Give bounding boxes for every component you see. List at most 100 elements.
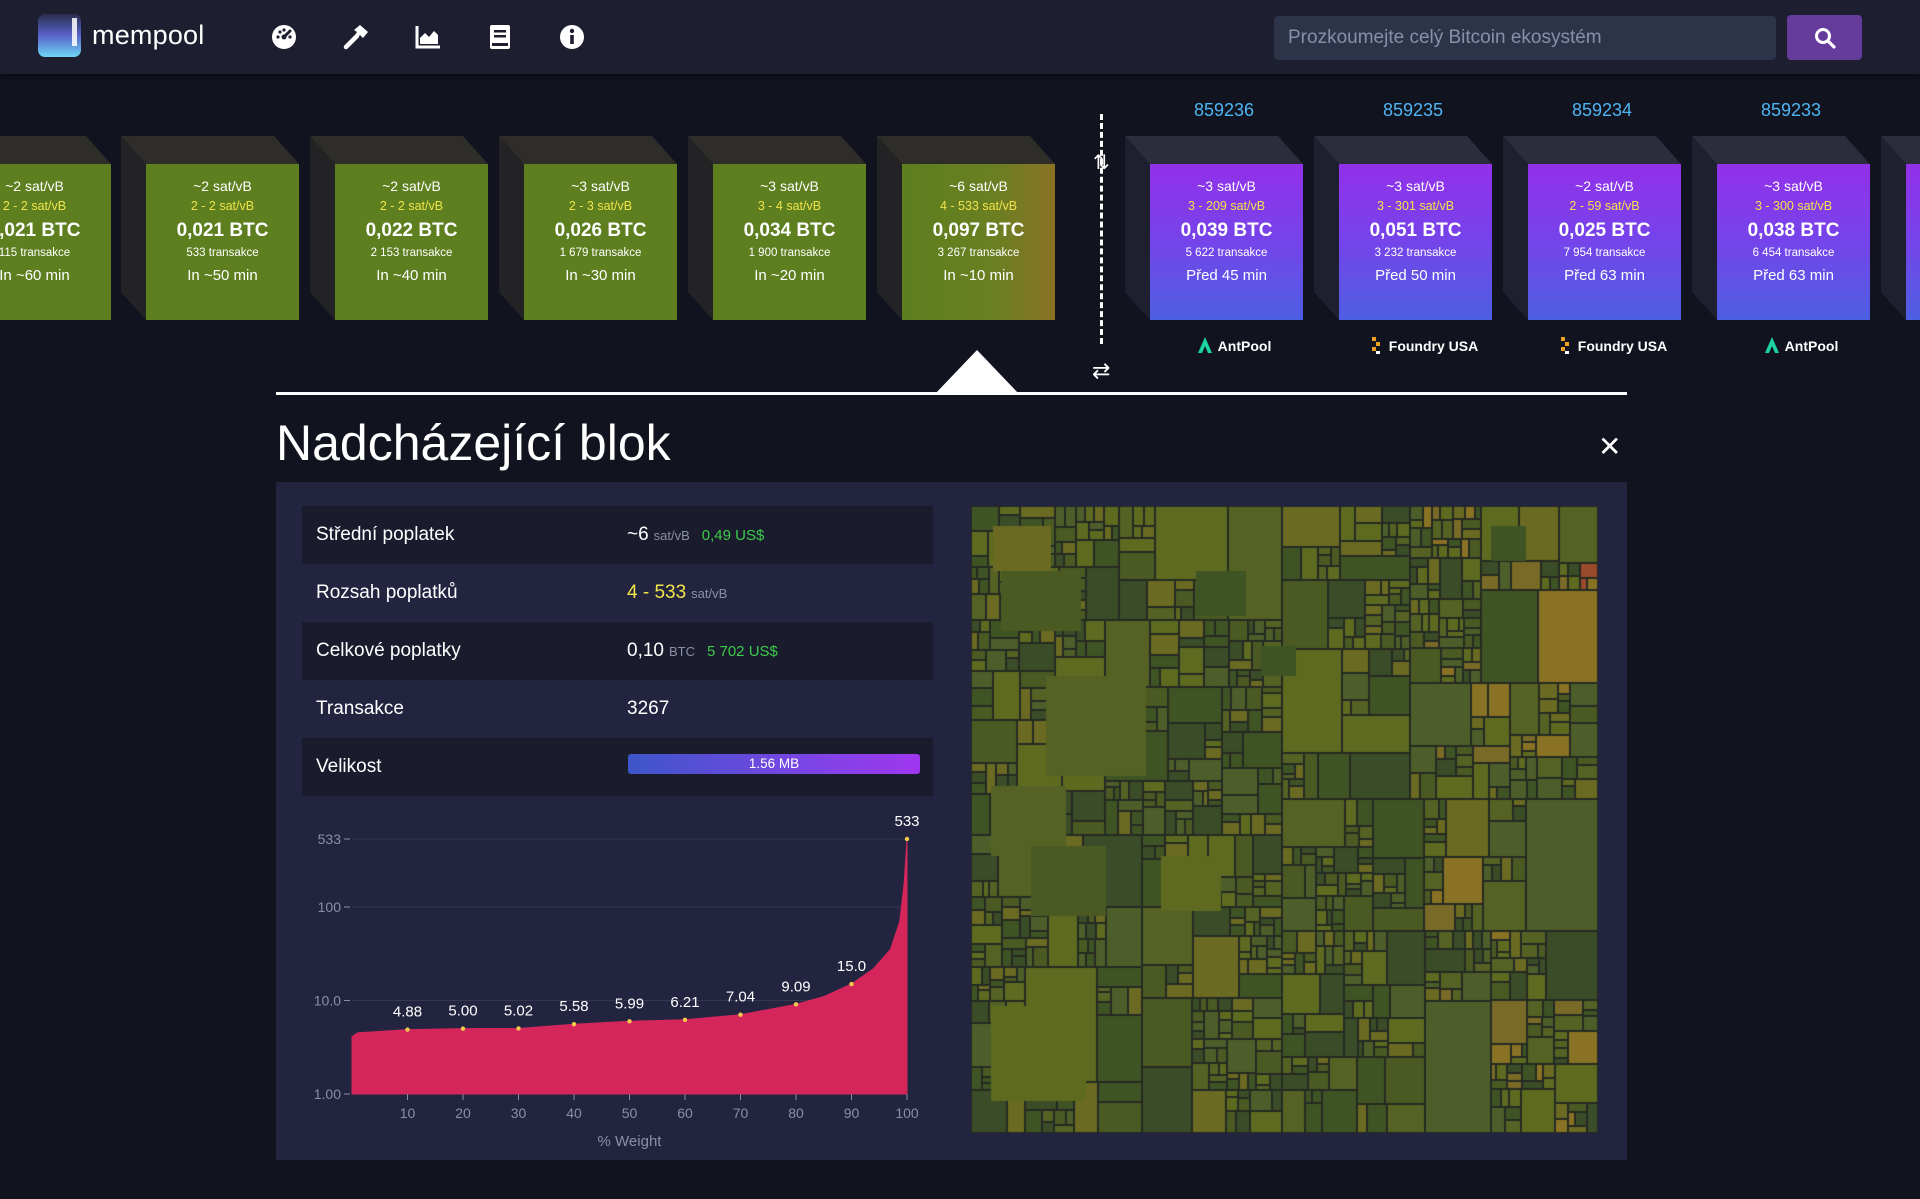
x-tick-label: 70 bbox=[733, 1105, 749, 1121]
docs-book-icon[interactable] bbox=[464, 18, 536, 56]
search-icon bbox=[1814, 27, 1836, 49]
block-height-link[interactable]: 859233 bbox=[1760, 100, 1822, 120]
block-front-face: ~3 sat/vB 3 - 301 sat/vB 0,051 BTC 3 232 tr… bbox=[1339, 164, 1492, 320]
block-top-face bbox=[0, 136, 111, 164]
block-tx-count: 3 267 transakce bbox=[937, 247, 1020, 259]
median-fee-usd: 0,49 US$ bbox=[701, 527, 765, 544]
mining-pool-name: AntPool bbox=[1217, 338, 1272, 354]
section-divider-line bbox=[276, 392, 1627, 395]
top-navigation-bar: mempool bbox=[0, 0, 1920, 74]
block-front-face: ~2 sat/vB 2 - 2 sat/vB 0,021 BTC 533 transa… bbox=[146, 164, 299, 320]
mining-pool-label[interactable]: AntPool bbox=[1712, 336, 1890, 354]
total-fees-usd: 5 702 US$ bbox=[706, 643, 778, 660]
block-side-face bbox=[1125, 136, 1150, 320]
data-point-label: 9.09 bbox=[781, 978, 810, 995]
data-point-label: 5.58 bbox=[559, 998, 588, 1015]
total-fees-row: Celkové poplatky 0,10 BTC 5 702 US$ bbox=[302, 622, 933, 680]
block-total-btc: 0,039 BTC bbox=[1180, 220, 1273, 241]
mempool-block[interactable]: ~2 sat/vB 2 - 2 sat/vB 0,021 BTC 115 transa… bbox=[0, 136, 111, 320]
dashboard-gauge-icon[interactable] bbox=[248, 18, 320, 56]
block-top-face bbox=[499, 136, 677, 164]
block-front-face: ~3 sat/vB 2 - 3 sat/vB 0,026 BTC 1 679 tran… bbox=[524, 164, 677, 320]
mined-block[interactable]: ~3 sat/vB 3 - 209 sat/vB 0,039 BTC 5 622 tr… bbox=[1125, 136, 1303, 320]
fee-distribution-chart: 1.00 10.0 100 533 10 20 30 40 50 60 70 80 90 100 4.88 5… bbox=[302, 806, 933, 1156]
block-total-btc: 0,021 BTC bbox=[0, 220, 81, 241]
block-side-face bbox=[121, 136, 146, 320]
block-median-fee: ~2 sat/vB bbox=[382, 178, 441, 194]
mempool-logo[interactable]: mempool bbox=[38, 14, 204, 57]
mempool-block[interactable]: ~3 sat/vB 3 - 4 sat/vB 0,034 BTC 1 900 tran… bbox=[688, 136, 866, 320]
search-button[interactable] bbox=[1787, 15, 1862, 60]
search-input[interactable] bbox=[1274, 16, 1776, 60]
transactions-label: Transakce bbox=[316, 698, 404, 719]
data-point-label: 5.99 bbox=[615, 995, 644, 1012]
block-median-fee: ~6 sat/vB bbox=[949, 178, 1008, 194]
x-axis-title: % Weight bbox=[598, 1133, 663, 1150]
blockchain-strip: ~2 sat/vB 2 - 2 sat/vB 0,021 BTC 115 transa… bbox=[0, 74, 1920, 404]
mempool-block[interactable]: ~6 sat/vB 4 - 533 sat/vB 0,097 BTC 3 267 tr… bbox=[877, 136, 1055, 320]
block-height-link[interactable]: 859234 bbox=[1571, 100, 1633, 120]
selected-block-pointer bbox=[935, 350, 1019, 394]
mined-block[interactable]: ~3 sat/vB 3 - 301 sat/vB 0,051 BTC 3 232 tr… bbox=[1314, 136, 1492, 320]
mining-pool-label[interactable]: AntPool bbox=[1145, 336, 1323, 354]
block-total-btc: 0,038 BTC bbox=[1747, 220, 1840, 241]
block-height-link[interactable]: 859235 bbox=[1382, 100, 1444, 120]
data-point-marker bbox=[682, 1017, 688, 1023]
block-fee-range: 4 - 533 sat/vB bbox=[939, 199, 1018, 213]
block-tx-count: 7 954 transakce bbox=[1563, 247, 1646, 259]
nav-menu bbox=[248, 18, 608, 56]
block-top-face bbox=[877, 136, 1055, 164]
mining-pool-name: AntPool bbox=[1784, 338, 1839, 354]
y-tick-label: 533 bbox=[318, 831, 342, 847]
data-point-label: 6.21 bbox=[670, 994, 699, 1011]
graphs-icon[interactable] bbox=[392, 18, 464, 56]
block-median-fee: ~2 sat/vB bbox=[5, 178, 64, 194]
block-front-face: ~3 sat/vB 3 - 300 sat/vB 0,038 BTC 6 454 tr… bbox=[1717, 164, 1870, 320]
block-fee-range: 2 - 2 sat/vB bbox=[190, 199, 255, 213]
block-top-face bbox=[1503, 136, 1681, 164]
median-fee-value: ~6 bbox=[627, 524, 649, 545]
block-side-face bbox=[499, 136, 524, 320]
antpool-icon bbox=[1197, 337, 1212, 353]
block-time: In ~60 min bbox=[0, 267, 70, 284]
block-time: Před 63 min bbox=[1564, 267, 1645, 284]
block-median-fee: ~3 sat/vB bbox=[571, 178, 630, 194]
data-point-marker bbox=[516, 1026, 521, 1031]
total-fees-label: Celkové poplatky bbox=[316, 640, 461, 661]
block-time: In ~50 min bbox=[187, 267, 258, 284]
treemap-canvas[interactable] bbox=[971, 506, 1598, 1133]
transaction-treemap[interactable] bbox=[971, 506, 1598, 1133]
swap-arrows-icon[interactable]: ⇄ bbox=[1092, 358, 1111, 383]
fee-span-value: 4 - 533 bbox=[627, 582, 687, 603]
mining-pool-label[interactable]: Foundry USA bbox=[1523, 336, 1701, 354]
mined-block[interactable]: ~2 sat/vB 2 - 59 sat/vB 0,025 BTC 7 954 tra… bbox=[1503, 136, 1681, 320]
x-tick-label: 50 bbox=[622, 1105, 638, 1121]
transactions-value: 3267 bbox=[627, 698, 670, 719]
block-top-face bbox=[1692, 136, 1870, 164]
block-front-face: ~6 sat/vB 4 - 533 sat/vB 0,097 BTC 3 267 tr… bbox=[902, 164, 1055, 320]
x-tick-label: 90 bbox=[844, 1105, 860, 1121]
fee-area-series bbox=[351, 838, 908, 1095]
data-point-marker bbox=[849, 981, 854, 987]
about-info-icon[interactable] bbox=[536, 18, 608, 56]
close-icon[interactable]: ✕ bbox=[1598, 431, 1622, 462]
x-tick-label: 100 bbox=[895, 1105, 919, 1121]
block-height-link[interactable]: 859236 bbox=[1193, 100, 1255, 120]
data-point-label: 533 bbox=[894, 813, 919, 830]
block-time: In ~30 min bbox=[565, 267, 636, 284]
block-fee-range: 2 - 59 sat/vB bbox=[1569, 199, 1640, 213]
mining-hammer-icon[interactable] bbox=[320, 18, 392, 56]
mined-block-partial[interactable] bbox=[1881, 136, 1920, 320]
block-top-face bbox=[688, 136, 866, 164]
mined-block[interactable]: ~3 sat/vB 3 - 300 sat/vB 0,038 BTC 6 454 tr… bbox=[1692, 136, 1870, 320]
data-point-marker bbox=[405, 1027, 410, 1032]
block-total-btc: 0,034 BTC bbox=[743, 220, 836, 241]
block-tx-count: 1 900 transakce bbox=[748, 247, 831, 259]
mempool-block[interactable]: ~3 sat/vB 2 - 3 sat/vB 0,026 BTC 1 679 tran… bbox=[499, 136, 677, 320]
block-total-btc: 0,097 BTC bbox=[932, 220, 1025, 241]
block-median-fee: ~3 sat/vB bbox=[1386, 178, 1445, 194]
data-point-marker bbox=[460, 1026, 466, 1031]
mining-pool-label[interactable]: Foundry USA bbox=[1334, 336, 1512, 354]
mempool-block[interactable]: ~2 sat/vB 2 - 2 sat/vB 0,022 BTC 2 153 tran… bbox=[310, 136, 488, 320]
mempool-block[interactable]: ~2 sat/vB 2 - 2 sat/vB 0,021 BTC 533 transa… bbox=[121, 136, 299, 320]
